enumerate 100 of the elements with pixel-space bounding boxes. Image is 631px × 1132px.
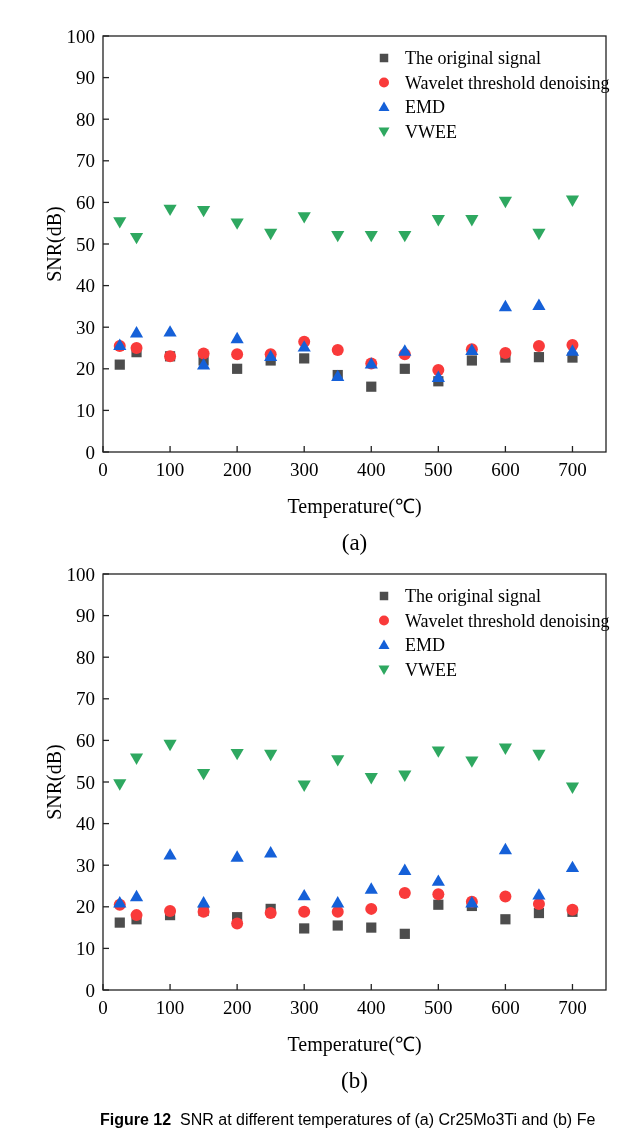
point [297, 780, 311, 792]
point [364, 882, 378, 894]
x-tick-label: 400 [357, 997, 386, 1018]
x-tick-label: 500 [424, 459, 453, 480]
y-tick-label: 80 [76, 646, 95, 668]
point [113, 217, 127, 229]
x-tick-label: 0 [98, 459, 108, 480]
point [532, 339, 545, 352]
point [565, 195, 580, 207]
point [398, 887, 411, 900]
point [230, 218, 244, 230]
legend-label: The original signal [405, 586, 541, 607]
y-tick-label: 50 [76, 233, 95, 255]
point [399, 363, 410, 374]
point [264, 749, 278, 762]
point [532, 749, 546, 762]
y-tick-label: 20 [76, 896, 95, 918]
y-tick-label: 20 [76, 358, 95, 380]
point [297, 888, 311, 901]
y-tick-label: 60 [76, 192, 95, 214]
point [130, 909, 143, 922]
point [232, 363, 243, 374]
point [298, 905, 311, 918]
point [431, 746, 445, 758]
point [130, 342, 143, 354]
point [364, 773, 378, 785]
x-tick-label: 500 [424, 997, 453, 1018]
y-tick-label: 70 [76, 688, 95, 710]
point [297, 340, 311, 352]
point [164, 904, 177, 917]
point [129, 753, 144, 765]
point [365, 902, 378, 915]
point [331, 344, 344, 357]
point [398, 863, 412, 875]
x-axis-title: Temperature(℃) [287, 1033, 422, 1056]
point [532, 298, 546, 310]
y-tick-label: 10 [76, 938, 95, 960]
point [113, 779, 127, 791]
x-axis-title: Temperature(℃) [287, 495, 422, 518]
y-tick-label: 30 [76, 854, 95, 876]
y-axis-title: SNR(dB) [43, 744, 66, 820]
point [465, 756, 479, 768]
point [465, 215, 479, 227]
point [364, 230, 378, 243]
x-tick-label: 600 [491, 459, 520, 480]
y-tick-label: 100 [66, 563, 95, 585]
x-tick-label: 0 [98, 997, 108, 1018]
point [332, 920, 343, 931]
x-tick-label: 300 [289, 997, 319, 1018]
x-tick-label: 200 [222, 997, 252, 1018]
point [431, 215, 445, 227]
point [466, 355, 477, 366]
point [498, 842, 512, 855]
y-tick-label: 90 [76, 67, 95, 89]
point [398, 344, 412, 356]
y-tick-label: 10 [76, 400, 95, 422]
point [433, 899, 444, 910]
point [565, 860, 580, 873]
point [163, 739, 177, 752]
point [297, 212, 311, 224]
point [565, 344, 580, 356]
point [331, 755, 345, 767]
y-tick-label: 40 [76, 813, 95, 835]
point [197, 205, 211, 218]
point [499, 890, 512, 903]
text: (b) [341, 1068, 368, 1093]
point [231, 917, 244, 930]
x-tick-label: 600 [491, 997, 520, 1018]
point [264, 228, 278, 241]
point [532, 228, 546, 241]
y-tick-label: 40 [76, 275, 95, 297]
point [163, 848, 177, 860]
x-tick-label: 200 [222, 459, 252, 480]
legend-label: VWEE [405, 659, 457, 680]
point [264, 907, 277, 920]
point [197, 347, 210, 360]
point [129, 232, 144, 245]
y-tick-label: 30 [76, 316, 95, 338]
point [230, 850, 244, 862]
point [331, 896, 345, 908]
point [163, 204, 177, 217]
point [565, 782, 580, 795]
legend-label: EMD [405, 635, 445, 656]
x-tick-label: 100 [155, 459, 185, 480]
legend-label: EMD [405, 97, 445, 118]
point [366, 922, 377, 933]
point [398, 230, 412, 243]
y-tick-label: 0 [85, 979, 95, 1001]
point [498, 743, 512, 755]
point [366, 381, 377, 392]
point [197, 896, 211, 908]
y-tick-label: 60 [76, 730, 95, 752]
point [498, 299, 512, 312]
point [114, 917, 125, 928]
y-tick-label: 80 [76, 108, 95, 130]
y-tick-label: 70 [76, 150, 95, 172]
point [264, 846, 278, 858]
y-tick-label: 0 [85, 441, 95, 463]
point [331, 230, 345, 243]
x-tick-label: 400 [357, 459, 386, 480]
